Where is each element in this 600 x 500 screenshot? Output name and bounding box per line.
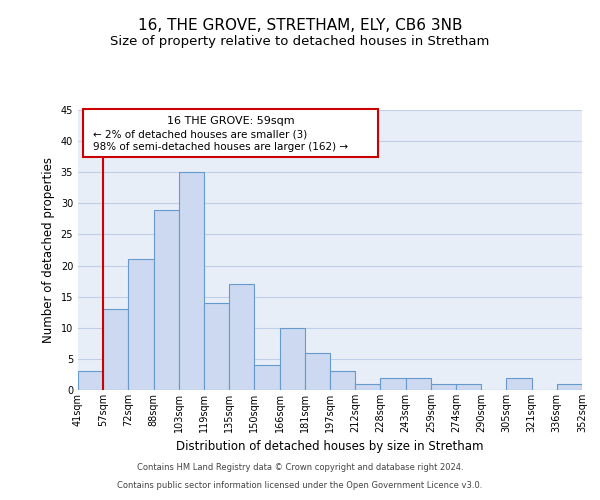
- Bar: [254, 365, 280, 390]
- Bar: [456, 384, 481, 390]
- Bar: [330, 372, 355, 390]
- Bar: [103, 309, 128, 390]
- Bar: [128, 260, 154, 390]
- Bar: [154, 210, 179, 390]
- Bar: [431, 384, 456, 390]
- Text: Size of property relative to detached houses in Stretham: Size of property relative to detached ho…: [110, 35, 490, 48]
- Bar: [406, 378, 431, 390]
- Text: 16 THE GROVE: 59sqm: 16 THE GROVE: 59sqm: [167, 116, 294, 126]
- Text: 98% of semi-detached houses are larger (162) →: 98% of semi-detached houses are larger (…: [93, 142, 348, 152]
- Bar: [380, 378, 406, 390]
- Y-axis label: Number of detached properties: Number of detached properties: [42, 157, 55, 343]
- Bar: [280, 328, 305, 390]
- X-axis label: Distribution of detached houses by size in Stretham: Distribution of detached houses by size …: [176, 440, 484, 454]
- Bar: [229, 284, 254, 390]
- Bar: [305, 352, 330, 390]
- Bar: [557, 384, 582, 390]
- Text: 16, THE GROVE, STRETHAM, ELY, CB6 3NB: 16, THE GROVE, STRETHAM, ELY, CB6 3NB: [138, 18, 462, 32]
- Text: Contains HM Land Registry data © Crown copyright and database right 2024.: Contains HM Land Registry data © Crown c…: [137, 464, 463, 472]
- FancyBboxPatch shape: [83, 110, 378, 158]
- Bar: [78, 372, 103, 390]
- Text: ← 2% of detached houses are smaller (3): ← 2% of detached houses are smaller (3): [93, 130, 307, 140]
- Text: Contains public sector information licensed under the Open Government Licence v3: Contains public sector information licen…: [118, 481, 482, 490]
- Bar: [179, 172, 204, 390]
- Bar: [204, 303, 229, 390]
- Bar: [506, 378, 532, 390]
- Bar: [355, 384, 380, 390]
